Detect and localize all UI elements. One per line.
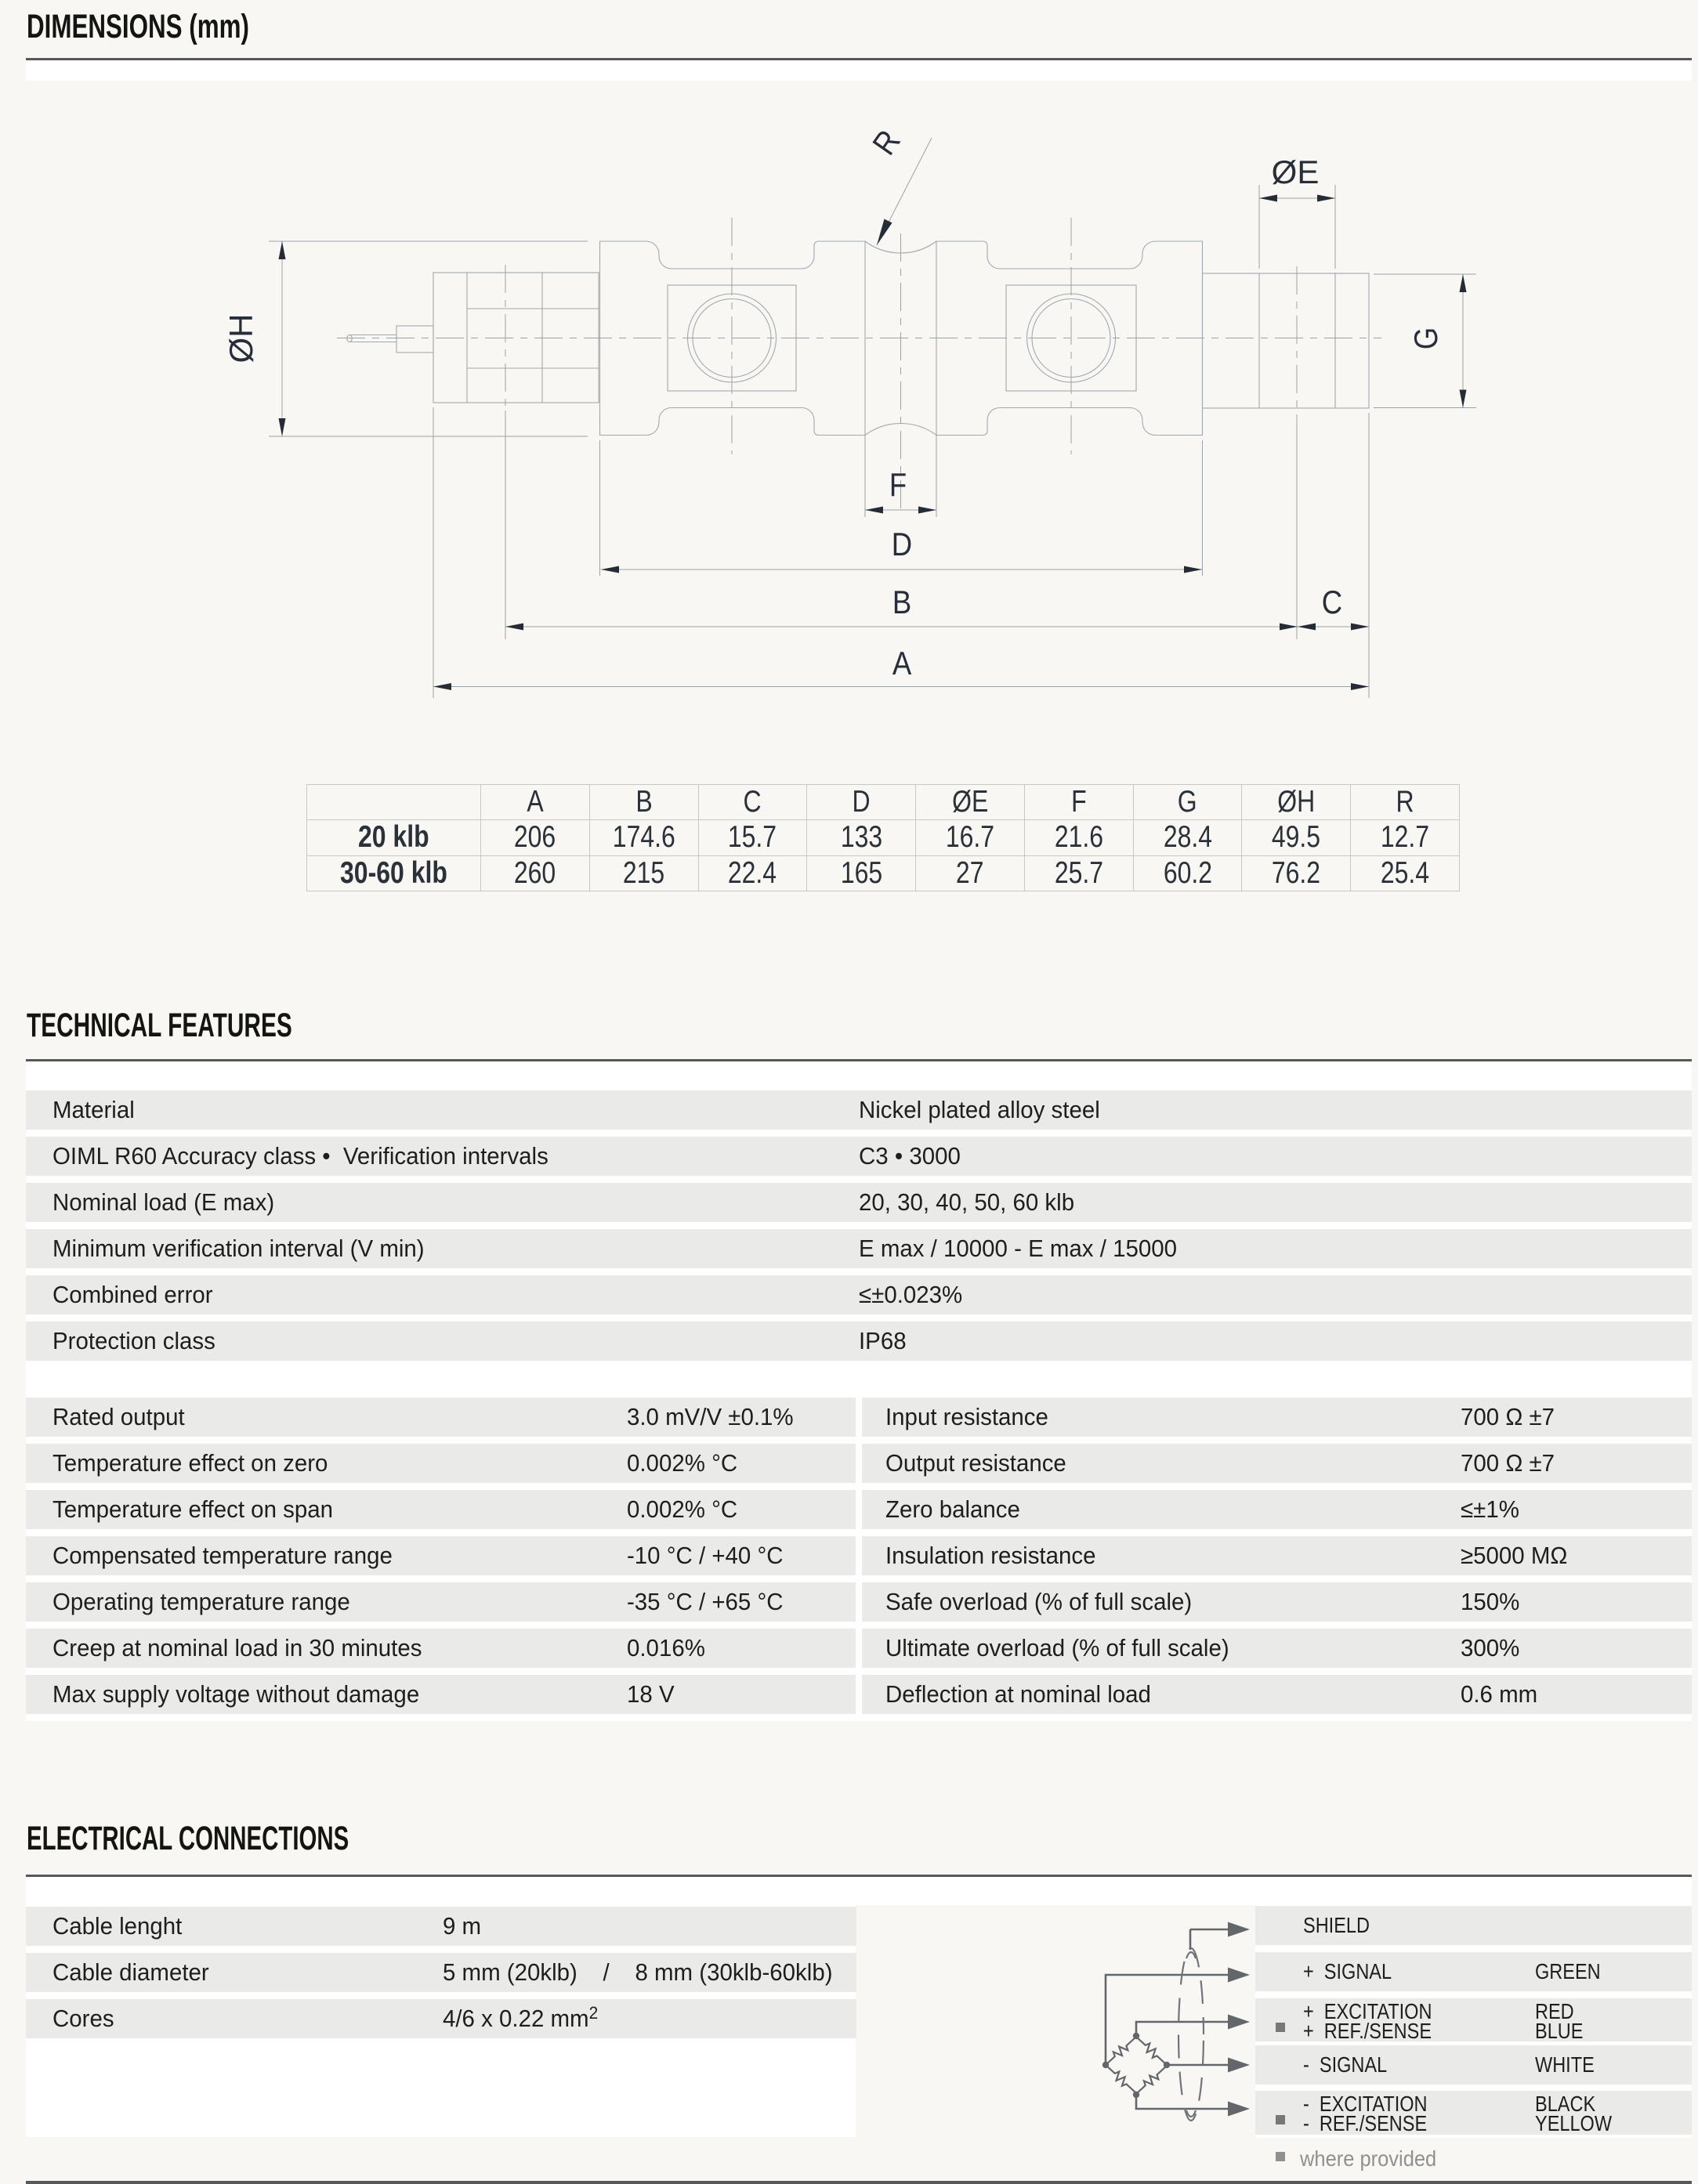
svg-text:D: D (892, 526, 912, 563)
svg-text:ØH: ØH (223, 314, 259, 363)
svg-text:B: B (892, 584, 911, 621)
svg-text:G: G (1408, 327, 1445, 349)
svg-text:C: C (1322, 584, 1342, 621)
svg-text:R: R (866, 124, 908, 162)
svg-text:ØE: ØE (1272, 154, 1320, 190)
svg-text:F: F (889, 467, 907, 504)
svg-text:A: A (892, 645, 912, 682)
